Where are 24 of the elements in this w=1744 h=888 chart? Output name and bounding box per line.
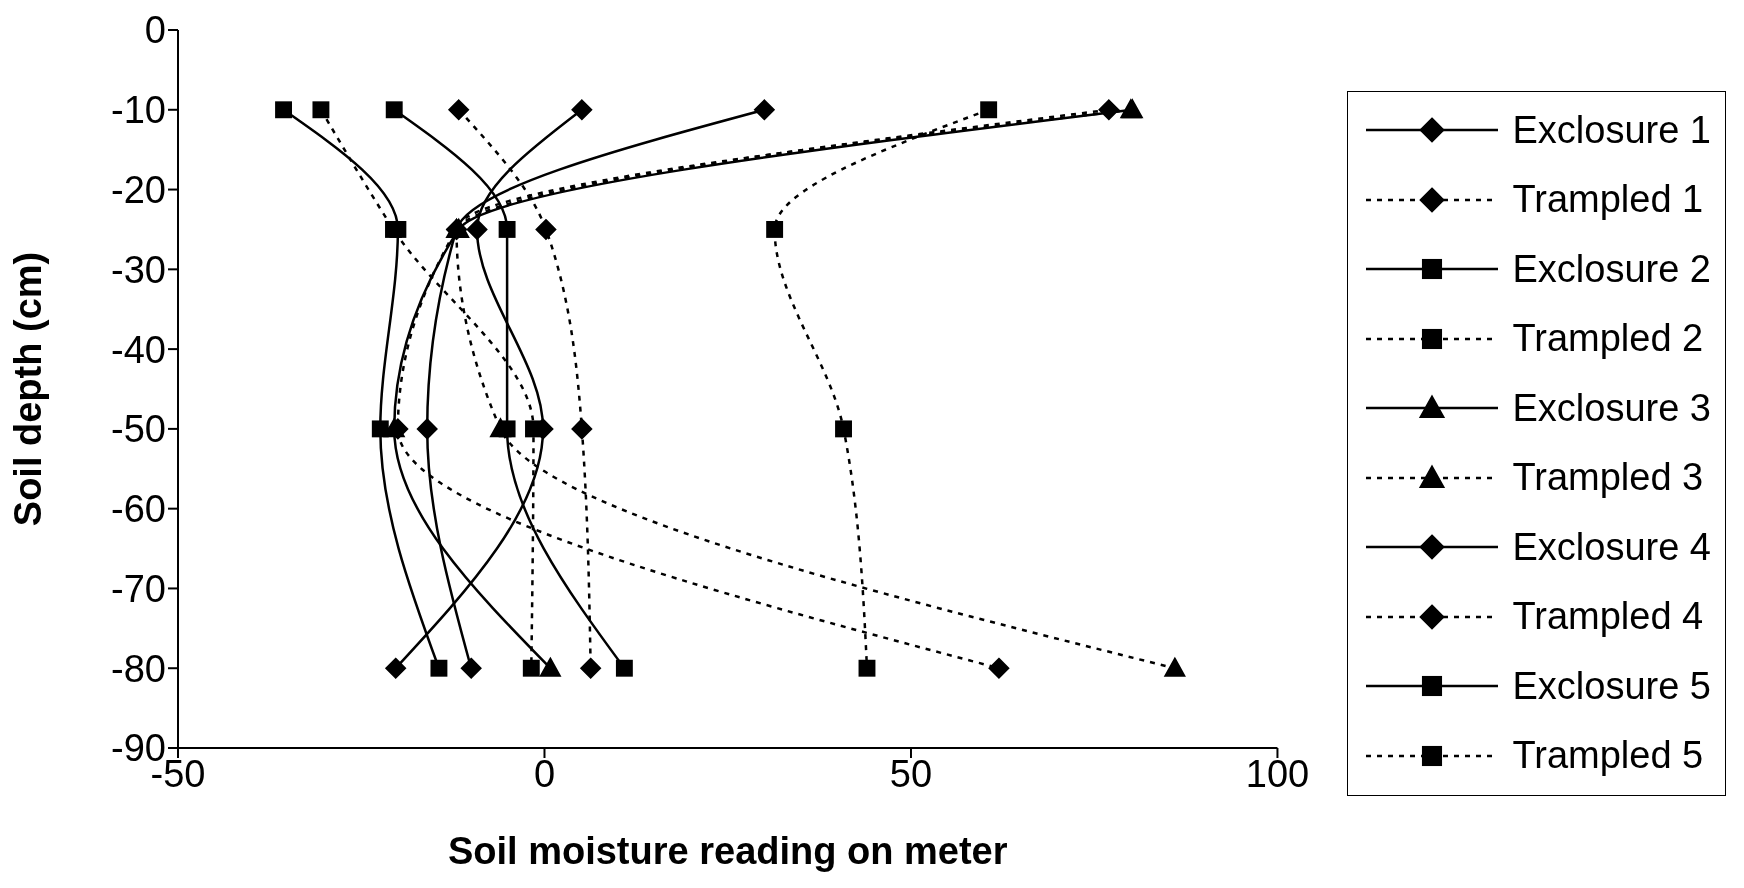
legend-label: Exclosure 3 (1512, 386, 1711, 430)
y-tick-label: -40 (111, 328, 166, 371)
y-tick-label: 0 (144, 9, 166, 52)
y-tick-label: -80 (111, 647, 166, 690)
y-tick-label: -10 (111, 89, 166, 132)
legend-label: Trampled 5 (1512, 734, 1704, 778)
legend-label: Exclosure 2 (1512, 247, 1711, 291)
legend-label: Trampled 4 (1512, 595, 1704, 639)
legend-label: Trampled 2 (1512, 317, 1704, 361)
y-tick-label: -60 (111, 488, 166, 531)
y-axis-title: Soil depth (cm) (7, 251, 50, 527)
y-tick-label: -50 (111, 408, 166, 451)
legend-label: Trampled 1 (1512, 178, 1704, 222)
x-tick-label: 100 (1245, 752, 1310, 795)
legend-label: Exclosure 5 (1512, 664, 1711, 708)
y-tick-label: -30 (111, 248, 166, 291)
x-tick-label: 0 (533, 752, 556, 795)
x-tick-label: 50 (889, 752, 933, 795)
x-axis-title: Soil moisture reading on meter (447, 830, 1008, 872)
legend-label: Trampled 3 (1512, 456, 1704, 500)
legend-label: Exclosure 1 (1512, 108, 1711, 152)
y-tick-label: -20 (111, 169, 166, 212)
legend-label: Exclosure 4 (1512, 525, 1711, 569)
y-tick-label: -70 (111, 567, 166, 610)
